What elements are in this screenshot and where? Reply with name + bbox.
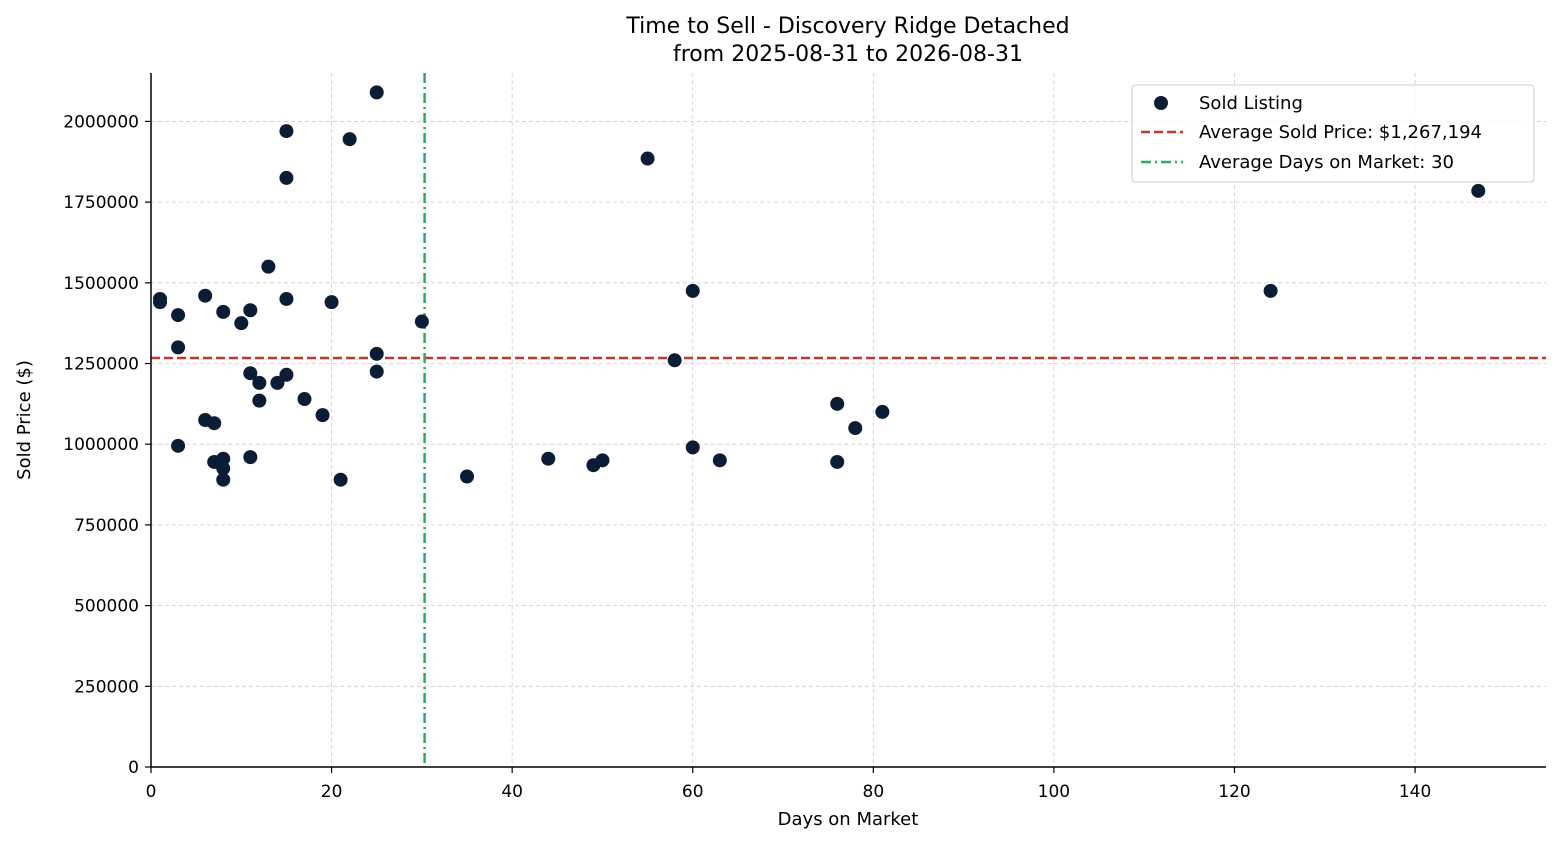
data-point: [261, 259, 276, 274]
legend-label-sold-listing: Sold Listing: [1199, 93, 1303, 114]
ticks: 0 20 40 60 80 100 120 140 0 250000 500000 750000 100…: [63, 112, 1431, 802]
data-point: [685, 440, 700, 455]
data-point: [198, 288, 213, 303]
data-point: [207, 416, 222, 431]
legend-marker-sold-listing: [1154, 96, 1168, 110]
data-point: [216, 472, 231, 487]
y-tick-label: 1500000: [63, 274, 139, 294]
legend: Sold Listing Average Sold Price: $1,267,…: [1131, 84, 1535, 183]
chart-subtitle: from 2025-08-31 to 2026-08-31: [673, 42, 1023, 67]
data-point: [279, 124, 294, 139]
data-point: [541, 451, 556, 466]
data-point: [324, 295, 339, 310]
data-point: [640, 151, 655, 166]
data-point: [153, 295, 168, 310]
data-point: [243, 303, 258, 318]
data-point: [171, 438, 186, 453]
data-point: [848, 421, 863, 436]
data-point: [171, 340, 186, 355]
y-tick-label: 250000: [74, 677, 139, 697]
data-point: [216, 461, 231, 476]
data-point: [342, 132, 357, 147]
y-tick-label: 1750000: [63, 193, 139, 213]
data-point: [333, 472, 348, 487]
y-tick-label: 1000000: [63, 435, 139, 455]
data-point: [460, 469, 475, 484]
data-point: [270, 375, 285, 390]
data-point: [243, 450, 258, 465]
data-point: [712, 453, 727, 468]
data-point: [234, 316, 249, 331]
data-point: [216, 304, 231, 319]
data-point: [252, 375, 267, 390]
data-point: [414, 314, 429, 329]
data-point: [369, 85, 384, 100]
data-point: [1471, 183, 1486, 198]
legend-frame: [1131, 84, 1535, 183]
x-tick-label: 140: [1399, 782, 1431, 802]
data-point: [279, 367, 294, 382]
legend-label-avg-price: Average Sold Price: $1,267,194: [1199, 122, 1482, 143]
x-tick-label: 120: [1218, 782, 1250, 802]
data-point: [875, 404, 890, 419]
legend-label-avg-days: Average Days on Market: 30: [1199, 152, 1454, 173]
y-axis-label: Sold Price ($): [14, 360, 35, 480]
y-tick-label: 500000: [74, 597, 139, 617]
data-point: [297, 392, 312, 407]
y-tick-label: 2000000: [63, 112, 139, 132]
data-point: [369, 364, 384, 379]
y-tick-label: 750000: [74, 516, 139, 536]
data-point: [595, 453, 610, 468]
data-point: [667, 353, 682, 368]
data-point: [830, 396, 845, 411]
x-tick-label: 60: [682, 782, 704, 802]
data-point: [369, 346, 384, 361]
data-point: [685, 283, 700, 298]
x-tick-label: 0: [146, 782, 157, 802]
data-point: [1263, 283, 1278, 298]
x-tick-label: 80: [863, 782, 885, 802]
y-tick-label: 1250000: [63, 355, 139, 375]
axes: [150, 73, 1546, 768]
x-axis-label: Days on Market: [778, 809, 919, 830]
data-point: [243, 366, 258, 381]
data-points: [153, 85, 1486, 487]
reference-lines: [151, 73, 1546, 767]
x-tick-label: 20: [321, 782, 343, 802]
x-tick-label: 100: [1038, 782, 1070, 802]
data-point: [279, 170, 294, 185]
data-point: [830, 454, 845, 469]
data-point: [171, 308, 186, 323]
data-point: [216, 451, 231, 466]
data-point: [315, 408, 330, 423]
chart-title: Time to Sell - Discovery Ridge Detached: [625, 14, 1069, 39]
data-point: [252, 393, 267, 408]
x-tick-label: 40: [501, 782, 523, 802]
data-point: [279, 291, 294, 306]
y-tick-label: 0: [128, 758, 139, 778]
